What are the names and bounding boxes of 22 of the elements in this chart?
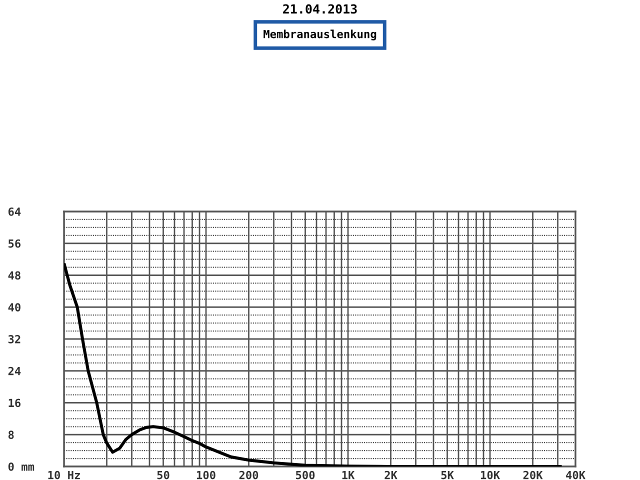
y-tick-label: 32	[8, 334, 20, 344]
y-tick-label: 24	[8, 366, 21, 376]
y-tick-label: 40	[8, 303, 20, 312]
x-tick-label: 500	[296, 470, 315, 480]
x-tick-label: 10 Hz	[48, 470, 80, 480]
x-tick-label: 20K	[523, 470, 543, 480]
x-tick-label: 100	[196, 470, 216, 480]
x-tick-label: 200	[239, 470, 258, 480]
y-tick-label: 8	[8, 430, 14, 440]
y-tick-label: 56	[8, 239, 21, 248]
x-tick-label: 50	[157, 470, 170, 480]
x-tick-label: 10K	[480, 470, 500, 480]
y-tick-label: 64	[8, 207, 21, 216]
y-tick-label: 0 mm	[8, 462, 34, 471]
x-tick-label: 40K	[566, 470, 586, 480]
y-tick-label: 48	[8, 271, 20, 280]
x-tick-label: 1K	[342, 471, 355, 480]
chart-title: 21.04.2013	[283, 4, 357, 14]
y-tick-label: 16	[8, 398, 21, 408]
chart-subtitle: Membranauslenkung	[264, 30, 376, 40]
x-tick-label: 5K	[441, 471, 454, 480]
x-tick-label: 2K	[384, 470, 398, 480]
